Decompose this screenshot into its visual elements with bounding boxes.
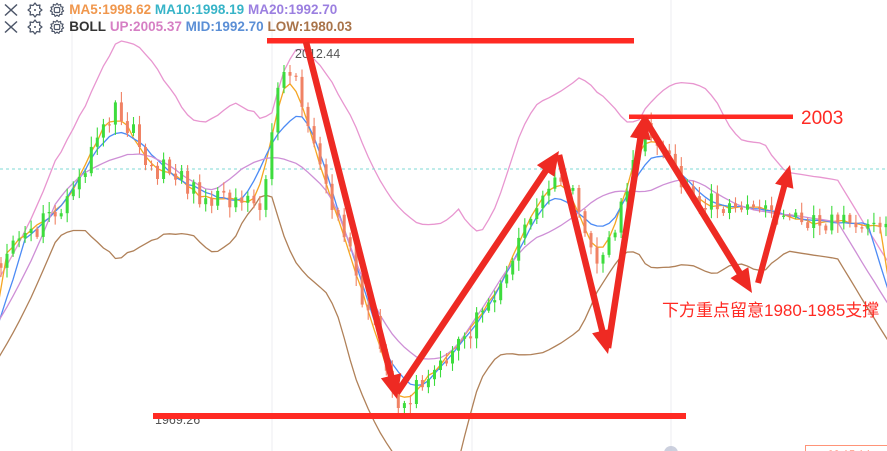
svg-text:2012.44: 2012.44 [295,47,340,61]
svg-text:2003: 2003 [801,108,843,129]
svg-text:下方重点留意1980-1985支撑: 下方重点留意1980-1985支撑 [662,301,879,320]
